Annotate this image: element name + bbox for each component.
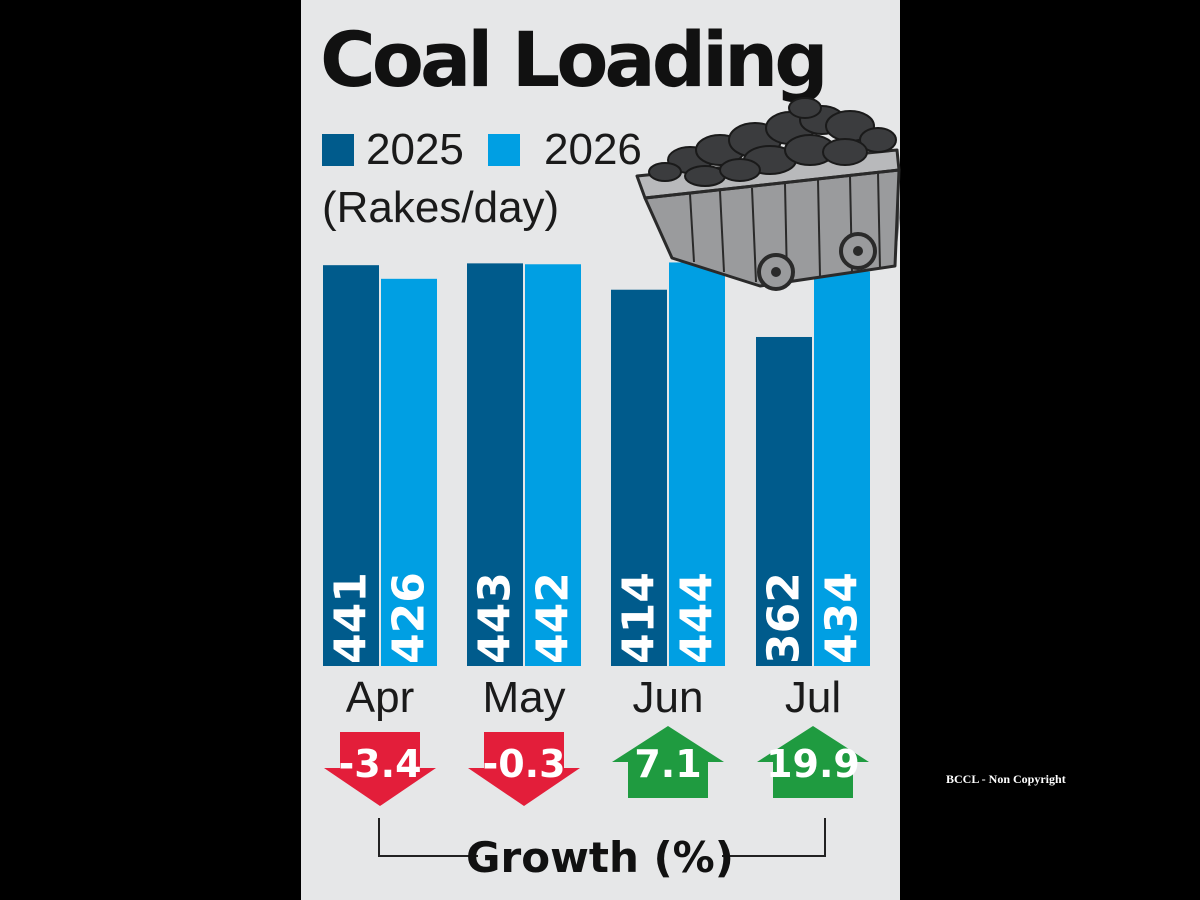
legend-label-2026: 2026 [544, 125, 642, 174]
bar-2025-Jun [611, 289, 667, 666]
bar-2025-Jul [756, 336, 812, 666]
growth-value-Jul: 19.9 [766, 742, 860, 786]
value-label-2025-Jul: 362 [759, 572, 810, 664]
legend-swatch-2025 [322, 134, 354, 166]
value-label-2025-Jun: 414 [614, 572, 665, 664]
growth-value-May: -0.3 [482, 742, 565, 786]
value-label-2026-Jul: 434 [817, 572, 868, 664]
legend-swatch-2026 [488, 134, 520, 166]
growth-up-arrow-Jul [757, 726, 869, 798]
bar-2025-May [467, 263, 523, 666]
growth-arrows: -3.4 -0.3 7.1 19.9 [324, 726, 869, 806]
category-label-Jul: Jul [785, 673, 841, 722]
legend-label-2025: 2025 [366, 125, 464, 174]
bar-2026-Jun [669, 262, 725, 666]
value-label-2025-May: 443 [470, 572, 521, 664]
bar-2026-Jul [814, 271, 870, 666]
growth-value-Apr: -3.4 [338, 742, 421, 786]
value-label-2025-Apr: 441 [326, 572, 377, 664]
bars-layer: 441 426 443 442 414 444 362 434 [323, 262, 870, 666]
category-label-Apr: Apr [346, 673, 414, 722]
category-label-Jun: Jun [633, 673, 704, 722]
growth-value-Jun: 7.1 [634, 742, 701, 786]
category-label-May: May [482, 673, 565, 722]
growth-label: Growth (%) [466, 833, 734, 882]
coal-wagon-icon [635, 97, 901, 291]
growth-bracket: Growth (%) [378, 818, 826, 882]
value-label-2026-May: 442 [528, 572, 579, 664]
bar-2026-May [525, 264, 581, 666]
growth-down-arrow-Apr [324, 732, 436, 806]
legend-item-2025: 2025 [322, 128, 464, 172]
value-label-2026-Jun: 444 [672, 572, 723, 664]
value-label-2026-Apr: 426 [384, 572, 435, 664]
bar-2026-Apr [381, 278, 437, 666]
growth-down-arrow-May [468, 732, 580, 806]
growth-up-arrow-Jun [612, 726, 724, 798]
watermark: BCCL - Non Copyright [946, 772, 1066, 786]
bar-2025-Apr [323, 265, 379, 666]
chart-title: Coal Loading [320, 15, 829, 104]
category-labels: Apr May Jun Jul [346, 673, 841, 722]
unit-label: (Rakes/day) [322, 183, 560, 232]
legend-item-2026: 2026 [488, 128, 642, 172]
